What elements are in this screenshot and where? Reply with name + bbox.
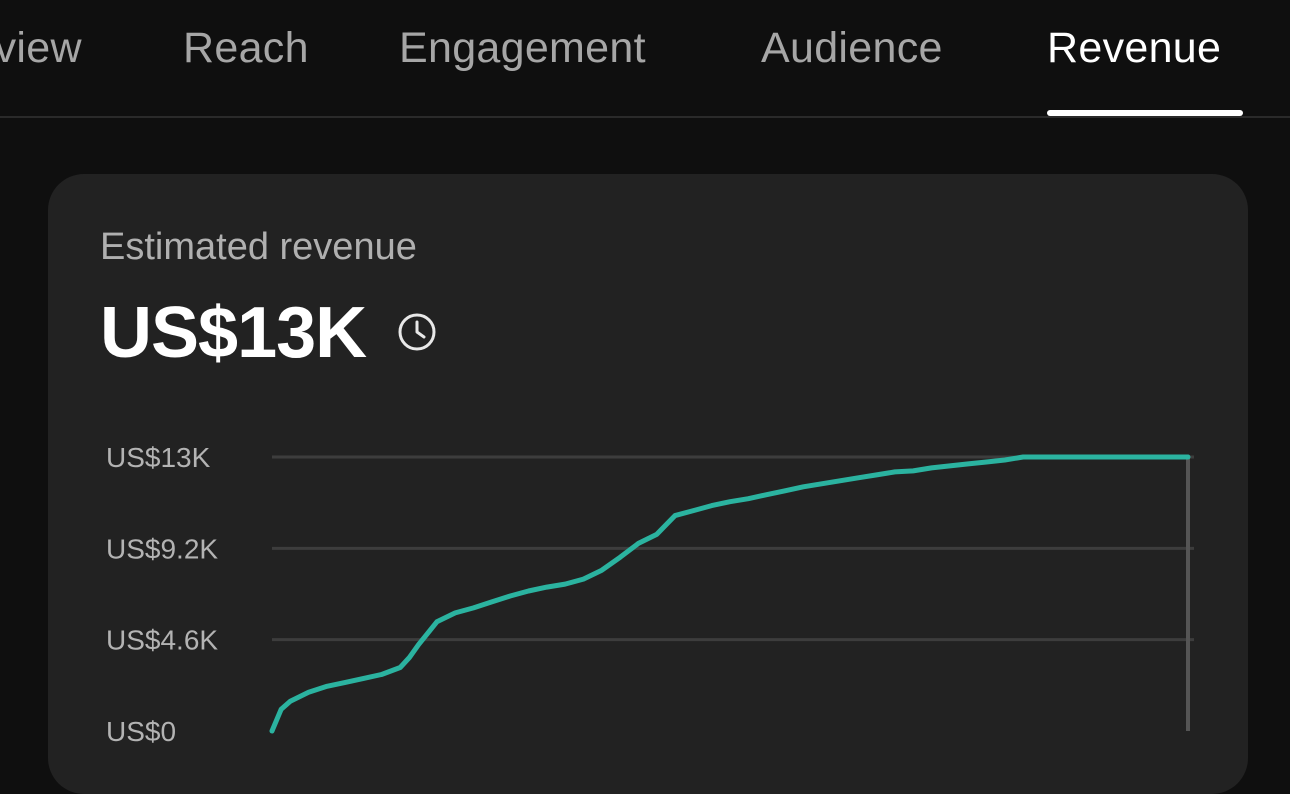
revenue-chart: US$0 US$4.6K US$9.2K US$13K — [106, 442, 1194, 747]
tab-bar: rview Reach Engagement Audience Revenue — [0, 0, 1290, 118]
tab-audience[interactable]: Audience — [761, 24, 943, 72]
tab-reach[interactable]: Reach — [183, 24, 309, 72]
y-tick-label: US$13K — [106, 442, 211, 473]
y-tick-label: US$4.6K — [106, 625, 218, 656]
series-line-revenue — [269, 454, 1191, 734]
revenue-value: US$13K — [100, 293, 367, 373]
tab-overview[interactable]: rview — [0, 24, 82, 72]
tab-revenue[interactable]: Revenue — [1047, 24, 1222, 72]
y-tick-label: US$0 — [106, 716, 176, 747]
active-tab-indicator — [1047, 110, 1243, 116]
clock-icon[interactable] — [396, 311, 438, 353]
revenue-card[interactable] — [48, 174, 1248, 794]
tab-engagement[interactable]: Engagement — [399, 24, 646, 72]
y-tick-label: US$9.2K — [106, 533, 218, 564]
card-label: Estimated revenue — [100, 226, 417, 268]
